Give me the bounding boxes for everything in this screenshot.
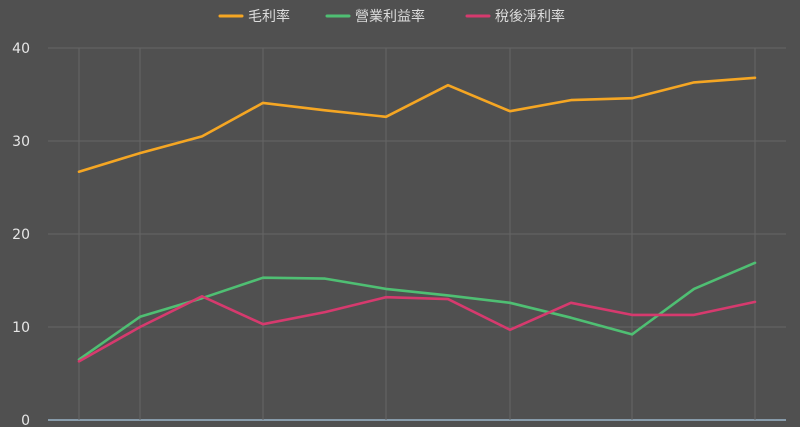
y-tick-label: 30	[12, 134, 30, 150]
grid	[48, 47, 786, 421]
legend-item-1[interactable]: 毛利率	[218, 8, 290, 25]
legend-item-2[interactable]: 營業利益率	[325, 8, 425, 25]
y-tick-label: 40	[12, 41, 30, 57]
legend-item-3[interactable]: 稅後淨利率	[465, 8, 565, 25]
y-tick-label: 20	[12, 227, 30, 243]
series-line-3[interactable]	[77, 294, 757, 363]
series-lines	[77, 76, 757, 363]
y-axis: 0 10 20 30 40	[12, 41, 30, 427]
legend-label: 營業利益率	[355, 8, 425, 25]
legend-label: 毛利率	[248, 8, 290, 25]
legend[interactable]: 毛利率 營業利益率 稅後淨利率	[218, 8, 565, 25]
legend-label: 稅後淨利率	[495, 8, 565, 25]
series-line-2[interactable]	[77, 261, 757, 361]
series-line-1[interactable]	[77, 76, 757, 173]
y-tick-label: 0	[21, 413, 30, 427]
y-tick-label: 10	[12, 320, 30, 336]
